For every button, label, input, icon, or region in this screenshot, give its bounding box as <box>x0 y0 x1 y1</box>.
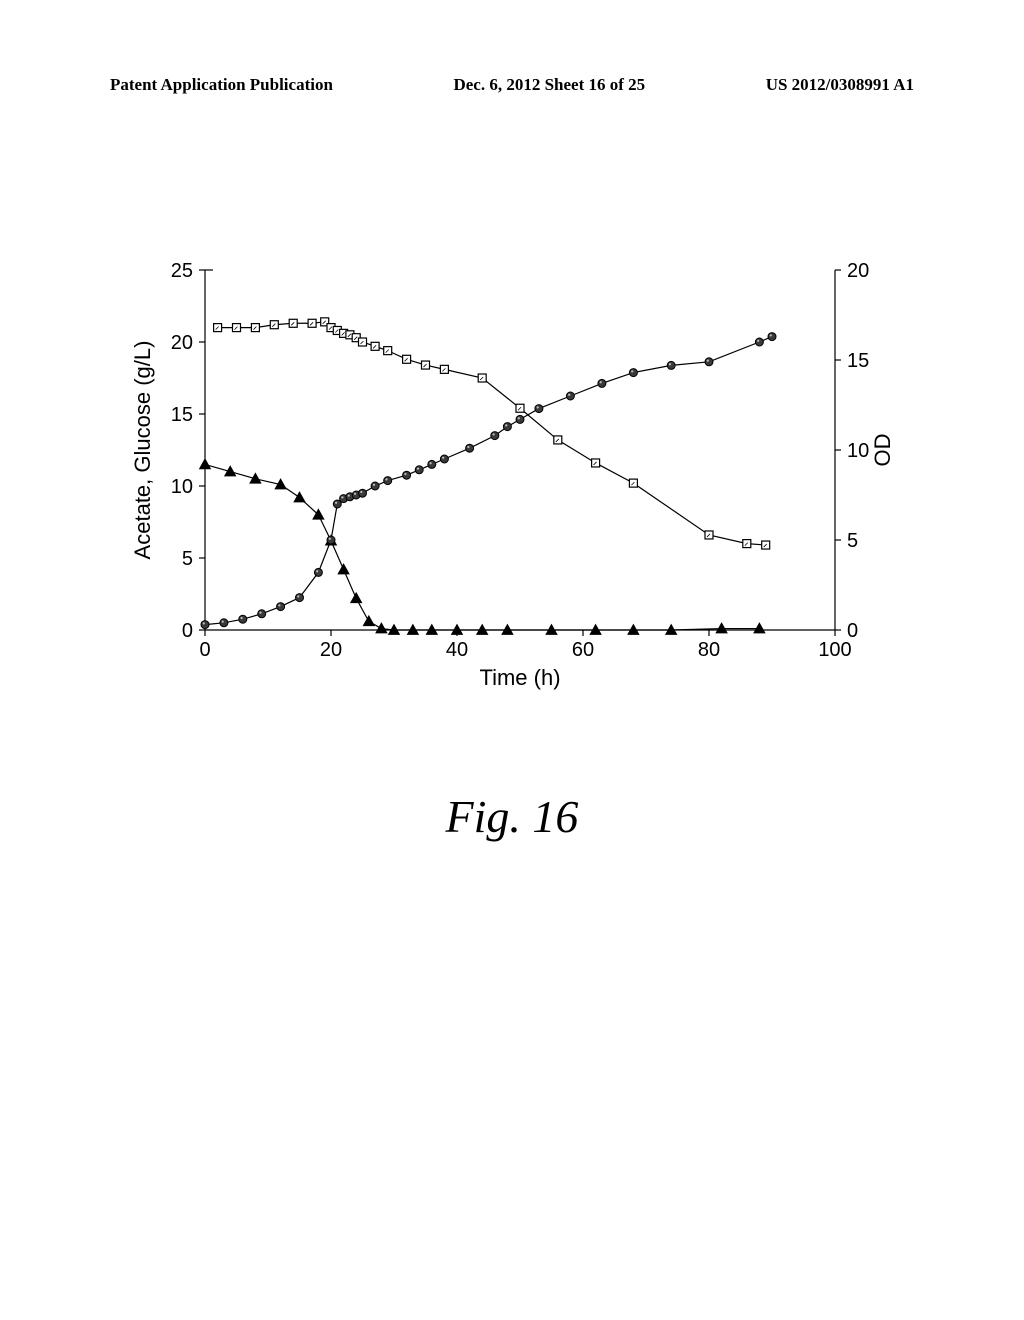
svg-text:0: 0 <box>182 620 193 642</box>
svg-text:40: 40 <box>446 639 468 661</box>
svg-text:100: 100 <box>818 639 851 661</box>
header-right: US 2012/0308991 A1 <box>766 75 914 95</box>
svg-text:0: 0 <box>199 639 210 661</box>
svg-text:20: 20 <box>847 260 869 282</box>
figure-caption-text: Fig. 16 <box>446 791 579 842</box>
svg-text:OD: OD <box>870 434 895 467</box>
svg-text:Acetate, Glucose (g/L): Acetate, Glucose (g/L) <box>130 341 155 560</box>
chart-container: 020406080100Time (h)0510152025Acetate, G… <box>120 260 910 700</box>
svg-text:80: 80 <box>698 639 720 661</box>
svg-text:Time (h): Time (h) <box>479 665 560 690</box>
header-center: Dec. 6, 2012 Sheet 16 of 25 <box>453 75 645 95</box>
svg-text:20: 20 <box>320 639 342 661</box>
svg-text:5: 5 <box>847 530 858 552</box>
header-left: Patent Application Publication <box>110 75 333 95</box>
svg-text:60: 60 <box>572 639 594 661</box>
svg-text:20: 20 <box>171 332 193 354</box>
svg-text:15: 15 <box>847 350 869 372</box>
svg-text:15: 15 <box>171 404 193 426</box>
svg-text:5: 5 <box>182 548 193 570</box>
figure-caption: Fig. 16 <box>0 790 1024 843</box>
svg-text:10: 10 <box>847 440 869 462</box>
svg-text:25: 25 <box>171 260 193 282</box>
page-header: Patent Application Publication Dec. 6, 2… <box>0 75 1024 95</box>
svg-text:10: 10 <box>171 476 193 498</box>
svg-text:0: 0 <box>847 620 858 642</box>
chart-svg: 020406080100Time (h)0510152025Acetate, G… <box>120 260 910 700</box>
